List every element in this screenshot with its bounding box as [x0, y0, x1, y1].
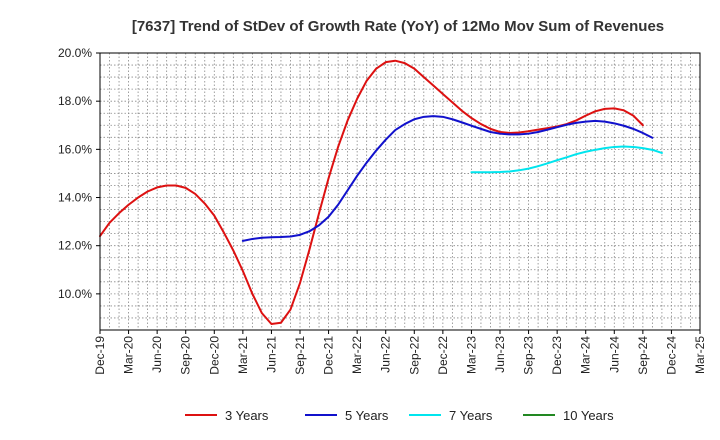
x-tick-label: Sep-24	[636, 336, 650, 375]
x-tick-label: Dec-24	[664, 336, 678, 375]
y-tick-label: 10.0%	[58, 287, 92, 301]
x-tick-label: Sep-21	[293, 336, 307, 375]
y-tick-label: 16.0%	[58, 142, 92, 156]
series-layer	[99, 59, 663, 325]
series-line-7-years	[470, 145, 663, 174]
x-tick-label: Dec-23	[550, 336, 564, 375]
x-tick-label: Mar-24	[579, 336, 593, 374]
legend-label-10-years: 10 Years	[563, 408, 614, 423]
x-tick-label: Mar-22	[350, 336, 364, 374]
y-tick-label: 18.0%	[58, 94, 92, 108]
x-tick-label: Dec-19	[93, 336, 107, 375]
plot-background	[100, 53, 700, 330]
grid-layer	[100, 53, 700, 330]
x-tick-label: Sep-23	[522, 336, 536, 375]
series-line-5-years	[241, 115, 654, 242]
y-tick-label: 20.0%	[58, 46, 92, 60]
x-tick-label: Jun-21	[264, 336, 278, 373]
x-tick-label: Mar-20	[122, 336, 136, 374]
x-tick-label: Dec-21	[322, 336, 336, 375]
x-tick-label: Jun-22	[379, 336, 393, 373]
x-tick-label: Mar-25	[693, 336, 707, 374]
series-line-3-years	[99, 59, 644, 325]
legend: 3 Years 5 Years 7 Years 10 Years	[185, 408, 614, 423]
x-tick-label: Jun-23	[493, 336, 507, 373]
x-tick-label: Sep-22	[407, 336, 421, 375]
x-tick-label: Dec-22	[436, 336, 450, 375]
y-tick-label: 14.0%	[58, 191, 92, 205]
x-tick-label: Sep-20	[179, 336, 193, 375]
legend-label-3-years: 3 Years	[225, 408, 269, 423]
y-tick-label: 12.0%	[58, 239, 92, 253]
x-tick-label: Mar-23	[464, 336, 478, 374]
chart-title: [7637] Trend of StDev of Growth Rate (Yo…	[132, 18, 664, 35]
plot-frame	[99, 52, 701, 331]
x-tick-label: Dec-20	[207, 336, 221, 375]
x-tick-label: Mar-21	[236, 336, 250, 374]
axis-layer: 10.0% 12.0% 14.0% 16.0% 18.0% 20.0% Dec-19 Mar-…	[58, 46, 707, 375]
legend-label-7-years: 7 Years	[449, 408, 493, 423]
x-tick-label: Jun-24	[607, 336, 621, 373]
legend-label-5-years: 5 Years	[345, 408, 389, 423]
x-tick-label: Jun-20	[150, 336, 164, 373]
